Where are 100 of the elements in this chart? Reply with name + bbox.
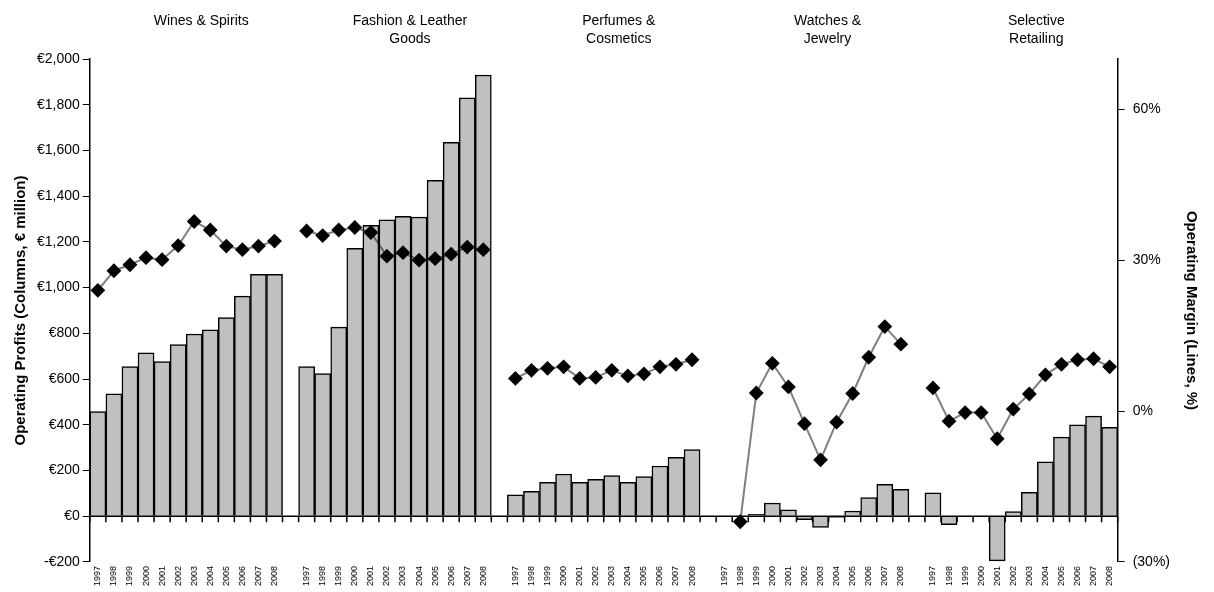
x-tick-label: 2008 bbox=[895, 565, 906, 587]
x-tick-label: 1998 bbox=[734, 565, 745, 587]
point bbox=[155, 252, 170, 267]
x-tick-label: 2006 bbox=[863, 565, 874, 587]
x-tick-label: 1997 bbox=[301, 565, 312, 587]
x-tick-label: 2001 bbox=[156, 565, 167, 587]
y2-tick-label: 30% bbox=[1132, 251, 1161, 268]
x-tick-label: 1999 bbox=[959, 565, 970, 587]
x-tick-label: 2005 bbox=[429, 565, 440, 587]
point bbox=[1070, 352, 1085, 367]
x-tick-label: 2003 bbox=[188, 565, 199, 587]
y-tick-label: €800 bbox=[48, 324, 81, 341]
y-tick-label: €200 bbox=[48, 461, 81, 478]
text: Selective Retailing bbox=[1007, 11, 1065, 46]
x-tick-label: 1999 bbox=[333, 565, 344, 587]
x-tick-label: 2007 bbox=[670, 565, 681, 587]
x-tick-label: 2002 bbox=[172, 565, 183, 587]
text: Watches & Jewelry bbox=[793, 11, 862, 46]
x-tick-label: 2001 bbox=[574, 565, 585, 587]
point bbox=[893, 337, 908, 352]
point bbox=[685, 352, 700, 367]
y-tick-label: €400 bbox=[48, 415, 81, 432]
point bbox=[347, 220, 362, 235]
x-tick-label: 2001 bbox=[782, 565, 793, 587]
point bbox=[1038, 367, 1053, 382]
point bbox=[251, 239, 266, 254]
y2-tick-label: 0% bbox=[1132, 401, 1153, 418]
point bbox=[669, 357, 684, 372]
x-tick-label: 2006 bbox=[654, 565, 665, 587]
point bbox=[106, 263, 121, 278]
point bbox=[267, 234, 282, 249]
x-tick-label: 1998 bbox=[108, 565, 119, 587]
point bbox=[219, 239, 234, 254]
y2-tick-label: 60% bbox=[1132, 100, 1161, 117]
point bbox=[476, 242, 491, 257]
x-tick-label: 1997 bbox=[718, 565, 729, 587]
point bbox=[460, 240, 475, 255]
point bbox=[379, 249, 394, 264]
point bbox=[412, 253, 427, 268]
point bbox=[861, 350, 876, 365]
x-tick-label: 2000 bbox=[558, 565, 569, 587]
x-tick-label: 2006 bbox=[1071, 565, 1082, 587]
x-tick-label: 1999 bbox=[124, 565, 135, 587]
point bbox=[171, 238, 186, 253]
point bbox=[540, 361, 555, 376]
x-tick-label: 2006 bbox=[445, 565, 456, 587]
x-tick-label: 1998 bbox=[317, 565, 328, 587]
point bbox=[813, 452, 828, 467]
point bbox=[139, 250, 154, 265]
point bbox=[428, 251, 443, 266]
x-tick-label: 2004 bbox=[622, 565, 633, 587]
x-tick-label: 2008 bbox=[268, 565, 279, 587]
x-tick-label: 2002 bbox=[798, 565, 809, 587]
y-tick-label: €1,400 bbox=[36, 187, 81, 204]
y-tick-label: €2,000 bbox=[36, 49, 81, 66]
y-tick-label: €600 bbox=[48, 369, 81, 386]
x-tick-label: 2005 bbox=[1055, 565, 1066, 587]
point bbox=[1102, 359, 1117, 374]
point bbox=[765, 356, 780, 371]
x-tick-label: 2005 bbox=[847, 565, 858, 587]
x-tick-label: 2002 bbox=[1007, 565, 1018, 587]
point bbox=[604, 363, 619, 378]
x-tick-label: 2000 bbox=[140, 565, 151, 587]
x-tick-label: 2002 bbox=[381, 565, 392, 587]
point bbox=[620, 368, 635, 383]
point bbox=[925, 380, 940, 395]
x-tick-label: 2006 bbox=[236, 565, 247, 587]
point bbox=[829, 415, 844, 430]
y-tick-label: €0 bbox=[64, 507, 81, 524]
point bbox=[749, 385, 764, 400]
point bbox=[508, 371, 523, 386]
x-tick-label: 2000 bbox=[766, 565, 777, 587]
text: Fashion & Leather Goods bbox=[352, 11, 468, 46]
x-tick-label: 1998 bbox=[943, 565, 954, 587]
point bbox=[315, 228, 330, 243]
x-tick-label: 1997 bbox=[92, 565, 103, 587]
point bbox=[797, 416, 812, 431]
x-tick-label: 1997 bbox=[509, 565, 520, 587]
point bbox=[1054, 357, 1069, 372]
point bbox=[187, 214, 202, 229]
point bbox=[636, 366, 651, 381]
x-tick-label: 2000 bbox=[975, 565, 986, 587]
y-tick-label: €1,000 bbox=[36, 278, 81, 295]
x-tick-label: 2004 bbox=[1039, 565, 1050, 587]
x-tick-label: 2000 bbox=[349, 565, 360, 587]
text: Wines & Spirits bbox=[153, 11, 249, 28]
x-tick-label: 2007 bbox=[252, 565, 263, 587]
point bbox=[652, 359, 667, 374]
y-tick-label: -€200 bbox=[44, 552, 81, 569]
x-tick-label: 2003 bbox=[397, 565, 408, 587]
point bbox=[299, 224, 314, 239]
point bbox=[942, 414, 957, 429]
x-tick-label: 2004 bbox=[413, 565, 424, 587]
x-tick-label: 2008 bbox=[1104, 565, 1115, 587]
point bbox=[572, 371, 587, 386]
point bbox=[363, 225, 378, 240]
x-tick-label: 2003 bbox=[606, 565, 617, 587]
x-tick-label: 2004 bbox=[831, 565, 842, 587]
x-tick-label: 2005 bbox=[638, 565, 649, 587]
point bbox=[845, 386, 860, 401]
